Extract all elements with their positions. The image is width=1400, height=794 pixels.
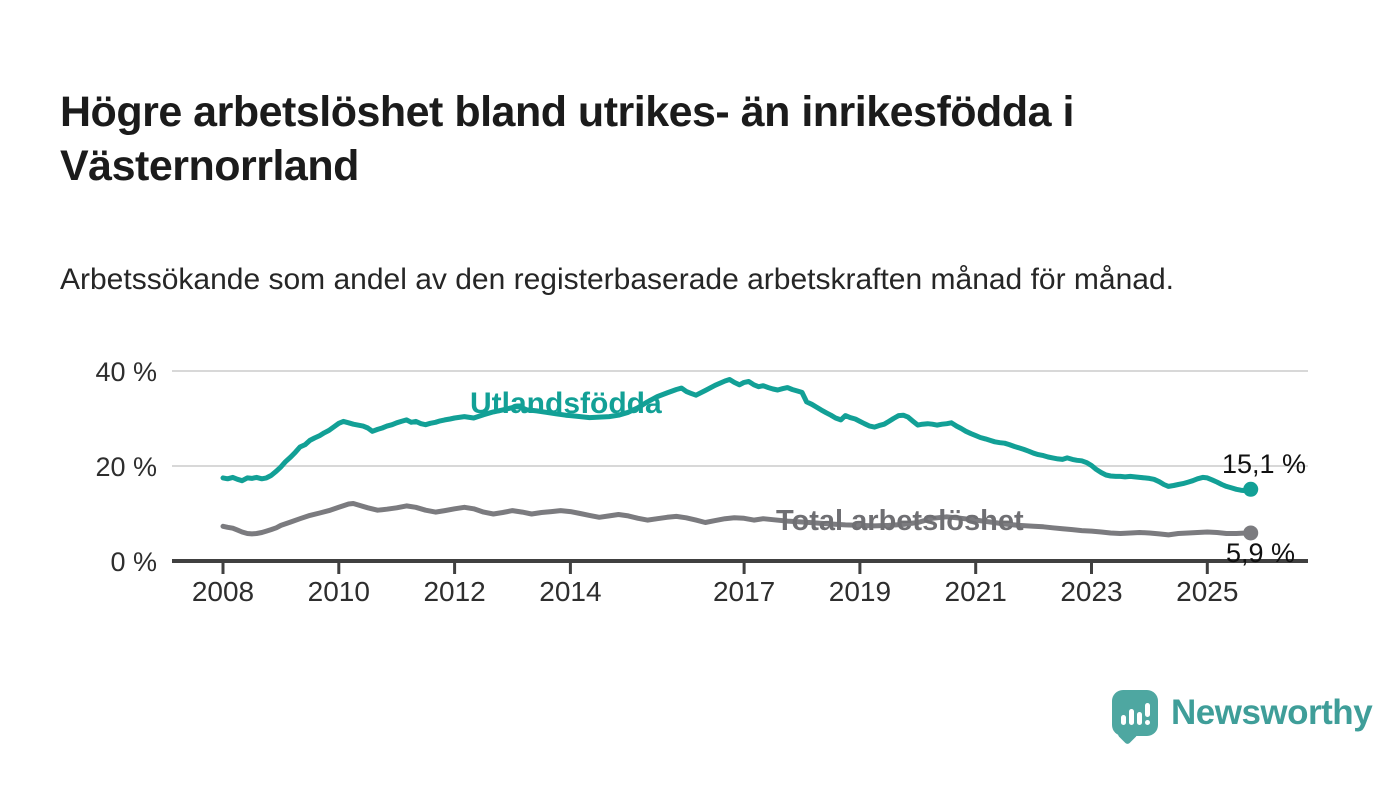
page-subtitle: Arbetssökande som andel av den registerb… <box>60 263 1174 296</box>
logo-exclamation-icon <box>1145 703 1150 717</box>
series-end-dot-utlandsfodda <box>1243 481 1259 497</box>
logo-bar-icon <box>1121 715 1126 725</box>
logo-exclamation-dot-icon <box>1145 720 1150 725</box>
logo-bar-icon <box>1129 709 1134 725</box>
end-value-label-total: 5,9 % <box>1226 538 1295 568</box>
x-tick-label-2008: 2008 <box>192 576 254 607</box>
newsworthy-bubble-chart-icon <box>1112 690 1158 736</box>
x-tick-label-2021: 2021 <box>945 576 1007 607</box>
x-tick-label-2025: 2025 <box>1176 576 1238 607</box>
brand-text: Newsworthy <box>1171 693 1373 732</box>
newsworthy-logo: Newsworthy <box>1112 685 1373 741</box>
series-line-utlandsfodda <box>220 377 1254 494</box>
end-value-label-utlandsfodda: 15,1 % <box>1222 449 1306 479</box>
logo-bar-icon <box>1137 712 1142 725</box>
series-line-total <box>220 501 1254 538</box>
y-tick-label-40: 40 % <box>95 357 157 387</box>
y-tick-label-0: 0 % <box>110 547 157 577</box>
x-tick-label-2010: 2010 <box>308 576 370 607</box>
x-tick-label-2012: 2012 <box>423 576 485 607</box>
x-tick-label-2017: 2017 <box>713 576 775 607</box>
y-tick-label-20: 20 % <box>95 452 157 482</box>
series-label-utlandsfodda: Utlandsfödda <box>470 387 662 420</box>
series-end-dot-total <box>1243 525 1259 541</box>
x-tick-label-2023: 2023 <box>1060 576 1122 607</box>
series-label-total: Total arbetslöshet <box>776 505 1024 537</box>
x-tick-label-2014: 2014 <box>539 576 601 607</box>
page-title: Högre arbetslöshet bland utrikes- än inr… <box>60 87 1074 190</box>
x-tick-label-2019: 2019 <box>829 576 891 607</box>
